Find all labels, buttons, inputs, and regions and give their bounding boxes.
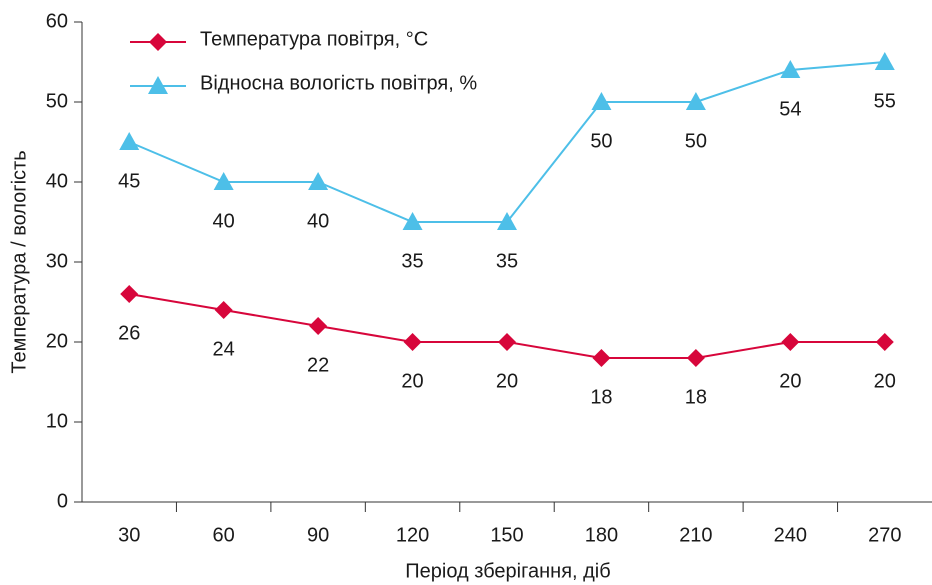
data-point xyxy=(781,333,800,351)
data-point xyxy=(592,349,611,367)
data-label: 18 xyxy=(685,386,707,408)
data-label: 18 xyxy=(590,386,612,408)
data-point xyxy=(686,349,705,367)
data-point xyxy=(119,132,140,150)
data-label: 40 xyxy=(307,210,329,232)
data-label: 55 xyxy=(874,90,896,112)
data-point xyxy=(214,301,233,319)
data-label: 50 xyxy=(590,130,612,152)
data-label: 35 xyxy=(401,250,423,272)
x-tick-label: 270 xyxy=(868,524,901,546)
x-tick-label: 60 xyxy=(213,524,235,546)
x-tick-label: 240 xyxy=(774,524,807,546)
x-tick-label: 30 xyxy=(118,524,140,546)
data-label: 40 xyxy=(213,210,235,232)
data-label: 26 xyxy=(118,322,140,344)
y-tick-label: 30 xyxy=(46,250,68,272)
data-label: 50 xyxy=(685,130,707,152)
legend-marker xyxy=(148,76,168,94)
data-point xyxy=(591,92,612,110)
y-tick-label: 20 xyxy=(46,330,68,352)
y-tick-label: 40 xyxy=(46,170,68,192)
data-point xyxy=(403,333,422,351)
y-axis-label: Температура / вологість xyxy=(8,150,30,373)
data-point xyxy=(309,317,328,335)
data-point xyxy=(497,212,517,230)
data-label: 24 xyxy=(213,338,235,360)
data-point xyxy=(498,333,516,351)
legend-label: Відносна вологість повітря, % xyxy=(200,72,477,94)
data-point xyxy=(875,333,894,351)
data-point xyxy=(308,172,329,190)
data-point xyxy=(874,52,895,70)
legend-label: Температура повітря, °С xyxy=(200,28,428,50)
x-tick-label: 90 xyxy=(307,524,329,546)
x-tick-label: 210 xyxy=(679,524,712,546)
legend-marker xyxy=(149,33,167,51)
x-tick-label: 150 xyxy=(490,524,523,546)
y-tick-label: 50 xyxy=(46,90,68,112)
y-tick-label: 0 xyxy=(57,490,68,512)
data-point xyxy=(120,285,139,303)
data-label: 20 xyxy=(496,370,518,392)
data-point xyxy=(780,60,801,78)
y-tick-label: 60 xyxy=(46,10,68,32)
x-tick-label: 120 xyxy=(396,524,429,546)
data-label: 20 xyxy=(874,370,896,392)
data-label: 20 xyxy=(779,370,801,392)
x-tick-label: 180 xyxy=(585,524,618,546)
data-point xyxy=(402,212,423,230)
data-point xyxy=(213,172,234,190)
y-tick-label: 10 xyxy=(46,410,68,432)
data-label: 35 xyxy=(496,250,518,272)
data-label: 22 xyxy=(307,354,329,376)
data-label: 20 xyxy=(401,370,423,392)
data-point xyxy=(685,92,706,110)
x-axis-label: Період зберігання, діб xyxy=(405,560,610,582)
data-label: 45 xyxy=(118,170,140,192)
data-label: 54 xyxy=(779,98,801,120)
